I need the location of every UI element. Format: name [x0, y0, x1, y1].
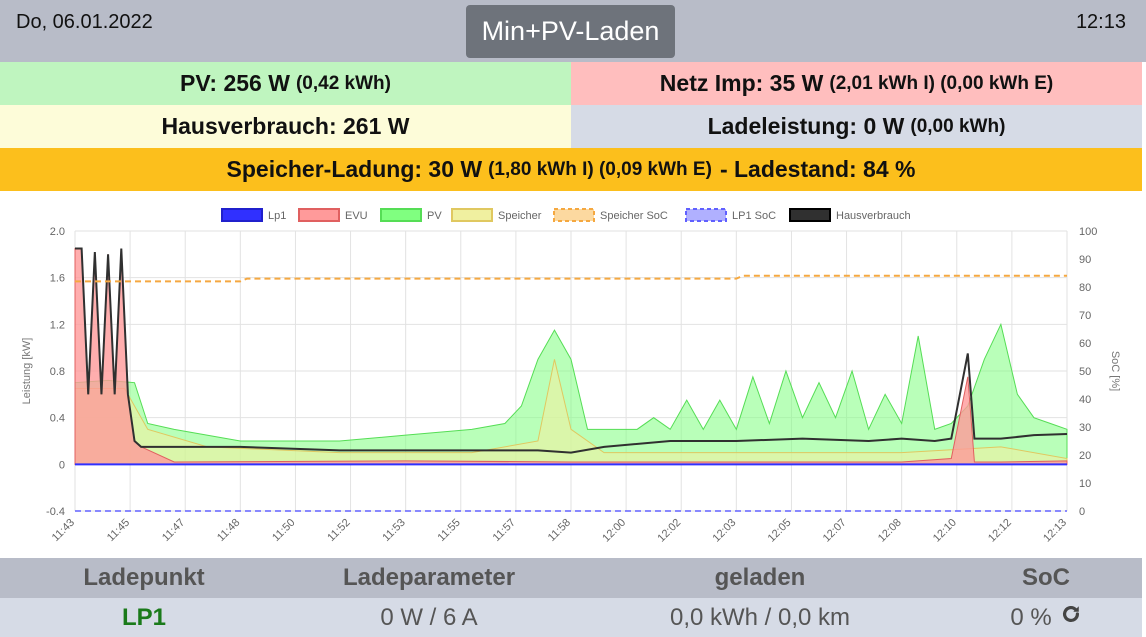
y2-tick-label: 80: [1079, 282, 1091, 294]
series-speicher-soc: [75, 274, 1067, 283]
storage-power: Speicher-Ladung: 30 W: [226, 156, 483, 182]
x-tick-label: 12:00: [600, 517, 628, 545]
y2-tick-label: 70: [1079, 310, 1091, 322]
legend-label: Speicher SoC: [600, 210, 668, 222]
y2-tick-label: 10: [1079, 478, 1091, 490]
charge-mode-button[interactable]: Min+PV-Laden: [466, 5, 675, 58]
y2-tick-label: 60: [1079, 338, 1091, 350]
series-hausverbrauch: [75, 247, 1068, 454]
y-tick-label: -0.4: [46, 506, 65, 518]
pv-summary: PV: 256 W (0,42 kWh): [0, 62, 571, 105]
chargepoint-name[interactable]: LP1: [121, 603, 166, 631]
x-tick-label: 11:57: [491, 517, 518, 544]
x-tick-label: 12:12: [986, 517, 1014, 545]
legend-label: LP1 SoC: [732, 210, 776, 222]
y-tick-label: 2.0: [50, 226, 65, 238]
legend-swatch: [553, 208, 595, 222]
y2-tick-label: 50: [1079, 366, 1091, 378]
legend-label: EVU: [345, 210, 368, 222]
y-tick-label: 1.2: [50, 319, 65, 331]
x-tick-label: 12:10: [931, 517, 959, 545]
x-tick-label: 11:45: [105, 517, 132, 544]
table-header: Ladepunkt Ladeparameter geladen SoC: [0, 558, 1142, 598]
header-geladen: geladen: [714, 564, 806, 591]
x-tick-label: 11:47: [160, 517, 187, 544]
y2-axis-label: SoC [%]: [1109, 351, 1121, 391]
y-axis-label: Leistung [kW]: [21, 338, 33, 405]
power-chart: 2.01.61.20.80.40-0.410090807060504030201…: [21, 208, 1121, 545]
legend-swatch: [789, 208, 831, 222]
header-soc: SoC: [1022, 564, 1070, 591]
x-tick-label: 12:03: [711, 517, 739, 545]
legend-label: PV: [427, 210, 442, 222]
charge-energy: (0,00 kWh): [910, 115, 1006, 137]
x-tick-label: 11:58: [546, 517, 573, 544]
header-ladeparameter: Ladeparameter: [342, 564, 516, 591]
storage-level: - Ladestand: 84 %: [719, 156, 916, 182]
legend-swatch: [298, 208, 340, 222]
date-display: Do, 06.01.2022: [16, 11, 153, 33]
refresh-icon[interactable]: [1060, 603, 1082, 632]
legend-label: Lp1: [268, 210, 286, 222]
x-tick-label: 12:05: [766, 517, 794, 545]
header-ladepunkt: Ladepunkt: [83, 564, 205, 591]
soc-cell: 0 %: [950, 598, 1142, 637]
y2-tick-label: 90: [1079, 254, 1091, 266]
house-power: Hausverbrauch: 261 W: [161, 113, 410, 139]
x-tick-label: 12:07: [821, 517, 849, 545]
charge-parameter: 0 W / 6 A: [380, 603, 478, 631]
y-tick-label: 0.4: [50, 413, 65, 425]
x-tick-label: 11:53: [380, 517, 407, 544]
y2-tick-label: 100: [1079, 226, 1097, 238]
legend-swatch: [685, 208, 727, 222]
pv-energy: (0,42 kWh): [295, 72, 391, 94]
storage-energy: (1,80 kWh I) (0,09 kWh E): [488, 158, 712, 180]
soc-value: 0 %: [1010, 603, 1052, 631]
x-tick-label: 11:48: [215, 517, 242, 544]
y2-tick-label: 0: [1079, 506, 1085, 518]
y2-tick-label: 20: [1079, 450, 1091, 462]
charge-summary: Ladeleistung: 0 W (0,00 kWh): [571, 105, 1142, 148]
series-pv: [74, 322, 1068, 465]
grid-power: Netz Imp: 35 W: [659, 70, 824, 96]
charge-power: Ladeleistung: 0 W: [707, 113, 905, 139]
legend-swatch: [451, 208, 493, 222]
grid-summary: Netz Imp: 35 W (2,01 kWh I) (0,00 kWh E): [571, 62, 1142, 105]
x-tick-label: 12:02: [655, 517, 683, 545]
house-summary: Hausverbrauch: 261 W: [0, 105, 571, 148]
y2-tick-label: 30: [1079, 422, 1091, 434]
legend-swatch: [380, 208, 422, 222]
grid-energy: (2,01 kWh I) (0,00 kWh E): [829, 72, 1054, 94]
x-tick-label: 12:13: [1041, 517, 1069, 545]
x-tick-label: 11:52: [325, 517, 352, 544]
x-tick-label: 11:55: [436, 517, 463, 544]
storage-summary: Speicher-Ladung: 30 W (1,80 kWh I) (0,09…: [0, 148, 1142, 191]
x-tick-label: 12:08: [876, 517, 904, 545]
y-tick-label: 0: [59, 459, 65, 471]
table-row: LP1 0 W / 6 A 0,0 kWh / 0,0 km 0 %: [0, 598, 1142, 637]
x-tick-label: 11:50: [270, 517, 297, 544]
legend-swatch: [221, 208, 263, 222]
y2-tick-label: 40: [1079, 394, 1091, 406]
top-bar: Do, 06.01.2022 Min+PV-Laden 12:13: [0, 0, 1146, 62]
legend-label: Hausverbrauch: [836, 210, 911, 222]
charged-amount: 0,0 kWh / 0,0 km: [669, 603, 851, 631]
time-display: 12:13: [1075, 11, 1126, 33]
y-tick-label: 1.6: [50, 273, 65, 285]
y-tick-label: 0.8: [50, 366, 65, 378]
x-tick-label: 11:43: [50, 517, 77, 544]
legend-label: Speicher: [498, 210, 542, 222]
pv-power: PV: 256 W: [180, 70, 290, 96]
